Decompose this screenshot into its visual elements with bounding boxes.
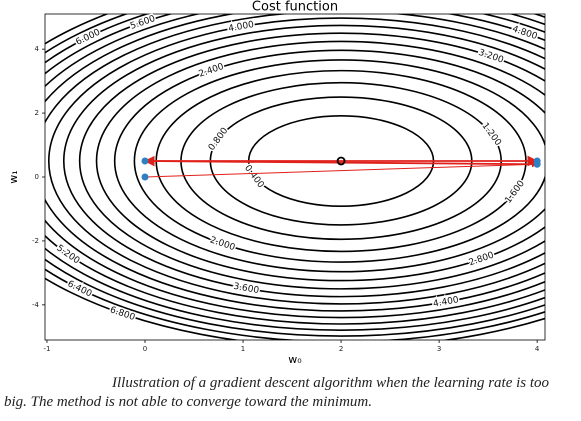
y-tick-label: 2	[35, 109, 39, 117]
contour-label: 6.800	[109, 305, 137, 323]
x-tick-label: 1	[241, 345, 245, 353]
contour-line	[63, 24, 545, 298]
descent-point	[533, 157, 541, 165]
descent-step	[144, 161, 538, 178]
contours	[45, 14, 545, 340]
contour-label: 0.400	[242, 163, 266, 190]
x-tick-label: 4	[535, 345, 540, 353]
contour-label: 5.200	[54, 243, 81, 266]
contour-line	[95, 40, 545, 282]
contour-line	[45, 14, 545, 337]
chart-title: Cost function	[252, 0, 338, 15]
contour-label: 0.800	[207, 126, 231, 153]
minimum-marker	[336, 156, 346, 166]
x-tick-label: -1	[43, 345, 50, 353]
y-tick-label: 0	[35, 173, 39, 181]
contour-line	[113, 49, 545, 273]
caption: Illustration of a gradient descent algor…	[4, 375, 550, 410]
x-tick-label: 0	[143, 345, 147, 353]
contour-line	[45, 14, 545, 331]
contour-label: 2.400	[198, 62, 226, 80]
contour-line	[78, 32, 545, 290]
contour-line	[45, 14, 545, 325]
contour-label: 4.800	[511, 24, 539, 42]
x-tick-label: 2	[339, 345, 343, 353]
y-tick-label: -4	[32, 301, 40, 309]
x-axis-label: w₀	[288, 353, 302, 366]
y-tick-label: 4	[35, 45, 40, 53]
y-tick-label: -2	[32, 237, 39, 245]
descent-point	[141, 157, 149, 165]
contour-line	[133, 59, 545, 263]
contour-label: 1.200	[479, 121, 503, 148]
chart: Cost function w₀ w₁ -1 0 1 2 3 4 -4 -2 0 2 4 0.400 0…	[7, 0, 546, 366]
x-tick-label: 3	[437, 345, 441, 353]
contour-label: 1.600	[503, 179, 527, 206]
y-axis-label: w₁	[7, 170, 20, 183]
contour-line	[48, 17, 545, 305]
contour-line	[45, 14, 545, 319]
contour-line	[45, 14, 545, 312]
contour-label: 2.000	[209, 235, 237, 253]
descent-point	[141, 173, 149, 181]
